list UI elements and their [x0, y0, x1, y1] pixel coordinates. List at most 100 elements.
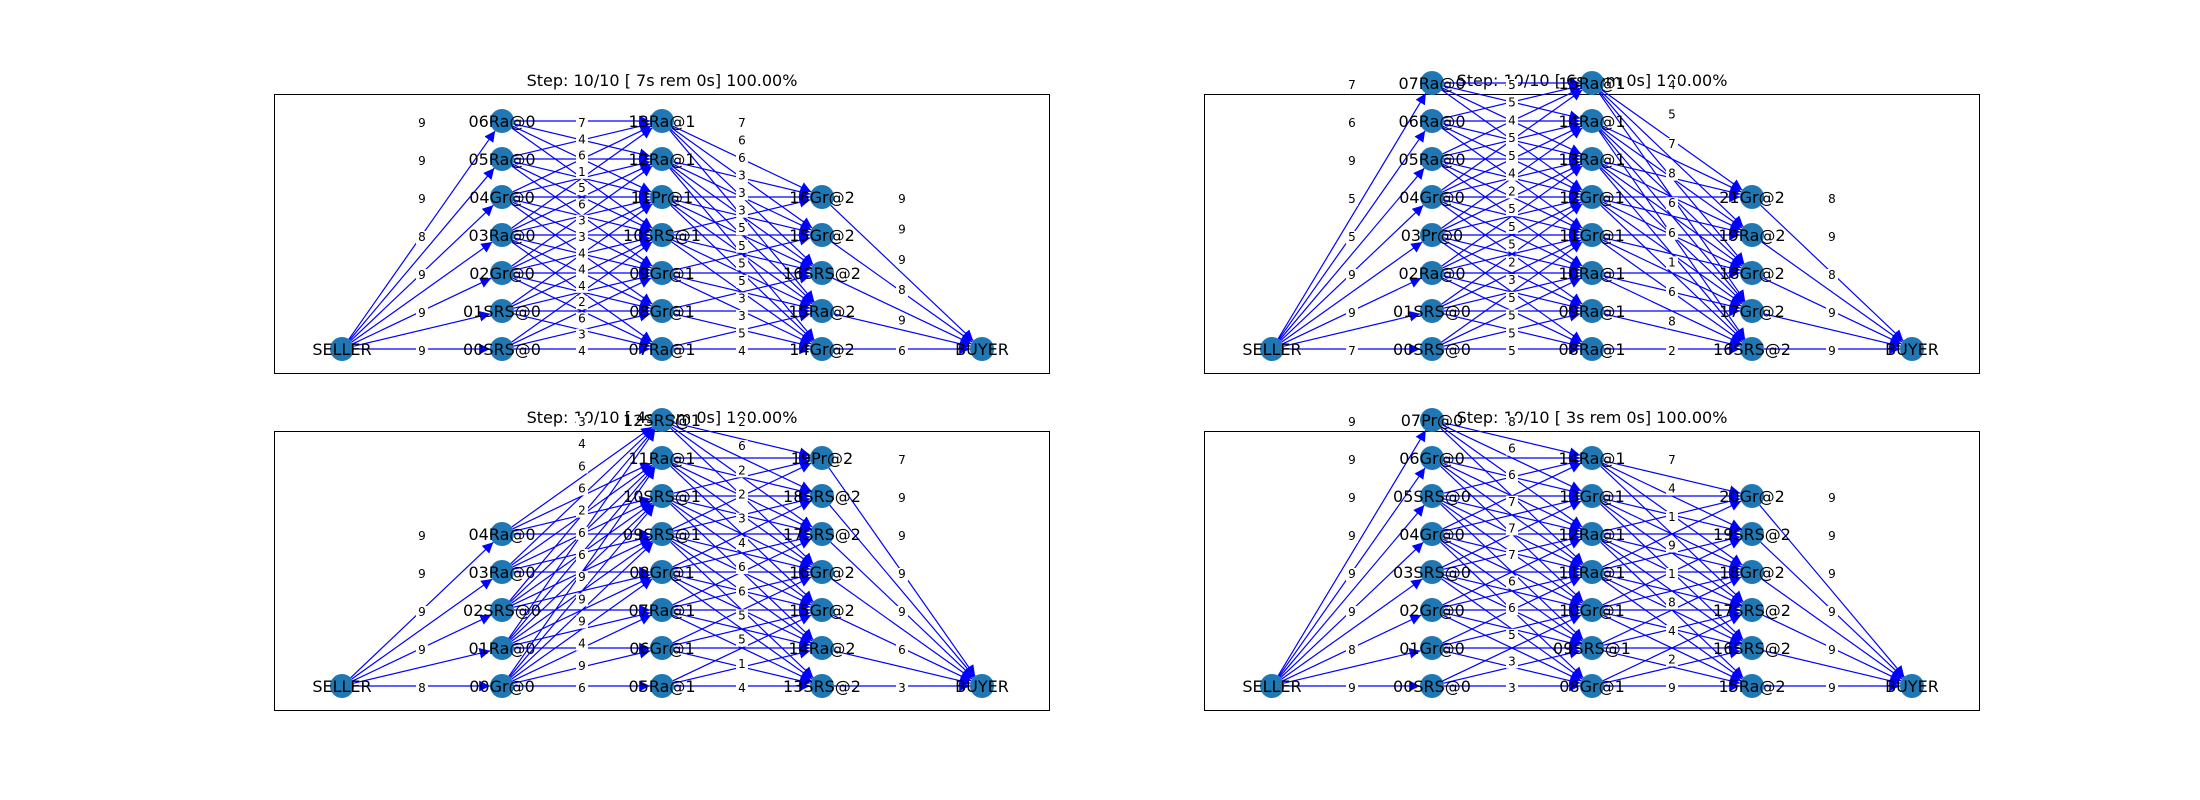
edge-label-bg: [1346, 530, 1358, 543]
edge-labels: 9 9 9 9 8 3 4 6 6 2 6 6 9 9 9 4 9 6 2 6 2 2 3 4 6 6 5 5 1 4 7 9 9 9 9 6 3: [416, 415, 908, 695]
edge-label-bg: [1506, 416, 1518, 429]
graph-node: [490, 337, 514, 361]
edge-label-bg: [576, 312, 588, 326]
edge-weight-label: 8: [418, 230, 426, 244]
graph-node: [490, 522, 514, 546]
graph-node: [1580, 299, 1604, 323]
edge-label-bg: [736, 134, 748, 148]
edge-label-bg: [1826, 530, 1838, 543]
edge-label-bg: [576, 438, 588, 452]
node-label: 11Gr@1: [1559, 226, 1625, 245]
edge-weight-label: 9: [1348, 567, 1356, 581]
graph-node: [1740, 337, 1764, 361]
graph-node: [1420, 484, 1444, 508]
graph-node: [1740, 522, 1764, 546]
edge-label-bg: [1666, 79, 1678, 92]
graph-edge: [1442, 201, 1582, 269]
edge-weight-label: 9: [578, 592, 586, 606]
edge-label-bg: [1506, 682, 1518, 695]
graph-node: [1580, 261, 1604, 285]
edge-label-bg: [896, 682, 908, 695]
graph-edge: [831, 578, 973, 680]
edge-label-bg: [1826, 231, 1838, 244]
edge-weight-label: 3: [1508, 273, 1516, 287]
node-label: 14Ra@2: [788, 639, 855, 658]
graph-node: [1420, 636, 1444, 660]
graph-node: [650, 522, 674, 546]
edge-label-bg: [416, 193, 428, 206]
graph-node: [1420, 337, 1444, 361]
edge-weight-label: 7: [1508, 521, 1516, 535]
edge-weight-label: 9: [898, 605, 906, 619]
edge-weight-label: 5: [738, 274, 746, 288]
graph-edge: [512, 277, 652, 345]
edge-weight-label: 5: [1508, 628, 1516, 642]
edge-label-bg: [736, 152, 748, 166]
graph-node: [1580, 337, 1604, 361]
edge-label-bg: [1826, 568, 1838, 581]
edge-label-bg: [736, 169, 748, 183]
edge-label-bg: [896, 568, 908, 581]
edge-weight-label: 5: [1508, 344, 1516, 358]
node-label: SELLER: [312, 340, 371, 359]
node-label: 04Gr@0: [1399, 525, 1465, 544]
node-label: 13Ra@1: [1558, 150, 1625, 169]
edge-label-bg: [736, 633, 748, 647]
edge-label-bg: [736, 464, 748, 478]
graph-node: [490, 147, 514, 171]
graph-node: [810, 560, 834, 584]
graph-node: [490, 109, 514, 133]
edge-label-bg: [1506, 655, 1518, 669]
graph-node: [1580, 446, 1604, 470]
node-label: 05Ra@1: [628, 677, 695, 696]
edge-weight-label: 6: [578, 459, 586, 473]
node-label: 09Gr@1: [629, 264, 695, 283]
node-label: 11Ra@1: [1558, 563, 1625, 582]
edge-weight-label: 5: [1508, 202, 1516, 216]
edge-label-bg: [1506, 203, 1518, 217]
graph-edge: [1602, 500, 1742, 568]
graph-edge: [830, 204, 974, 342]
graph-edge: [353, 648, 491, 684]
edge-label-bg: [1506, 442, 1518, 456]
edge-label-bg: [896, 193, 908, 206]
edge-label-bg: [1666, 653, 1678, 667]
node-label: 07Pr@0: [1401, 411, 1463, 430]
edge-label-bg: [1666, 568, 1678, 581]
edge-weight-label: 4: [738, 536, 746, 550]
graph-edge: [673, 235, 811, 271]
panel-bottom-right: Step: 10/10 [ 3s rem 0s] 100.00% 9 9 9 9 9 9 8…: [1204, 407, 1980, 741]
graph-node: [1420, 408, 1444, 432]
nodes: SELLER 06Ra@0 05Ra@0 04Gr@0 03Ra@0 02Gr@0 01SR…: [312, 109, 1009, 361]
edge-label-bg: [896, 253, 908, 267]
edge-label-bg: [1346, 345, 1358, 358]
edge-weight-label: 9: [1828, 605, 1836, 619]
edge-weight-label: 2: [578, 504, 586, 518]
node-label: BUYER: [1885, 677, 1939, 696]
edge-weight-label: 9: [418, 344, 426, 358]
edge-label-bg: [736, 345, 748, 358]
node-label: 18Gr@2: [1719, 563, 1785, 582]
node-label: 10SRS@1: [623, 226, 701, 245]
graph-edge: [1441, 203, 1583, 305]
edge-label-bg: [1346, 416, 1358, 429]
edge-weight-label: 9: [418, 154, 426, 168]
graph-edge: [1281, 578, 1423, 680]
edge-weight-label: 3: [738, 186, 746, 200]
edge-label-bg: [736, 609, 748, 623]
graph-edge: [509, 504, 655, 678]
edge-label-bg: [1506, 327, 1518, 341]
node-label: 08Ra@1: [1558, 340, 1625, 359]
graph-edge: [832, 277, 972, 345]
graph-edge: [1603, 460, 1741, 496]
node-label: 04Gr@0: [469, 188, 535, 207]
edge-weight-label: 9: [578, 615, 586, 629]
edge-weight-label: 5: [1348, 192, 1356, 206]
graph-edge: [1759, 504, 1905, 678]
edge-weight-label: 2: [738, 415, 746, 429]
edge-label-bg: [1506, 220, 1518, 234]
edge-weight-label: 2: [1668, 653, 1676, 667]
edge-label-bg: [416, 269, 428, 282]
node-label: 03Ra@0: [468, 563, 535, 582]
graph-edge: [512, 163, 652, 231]
